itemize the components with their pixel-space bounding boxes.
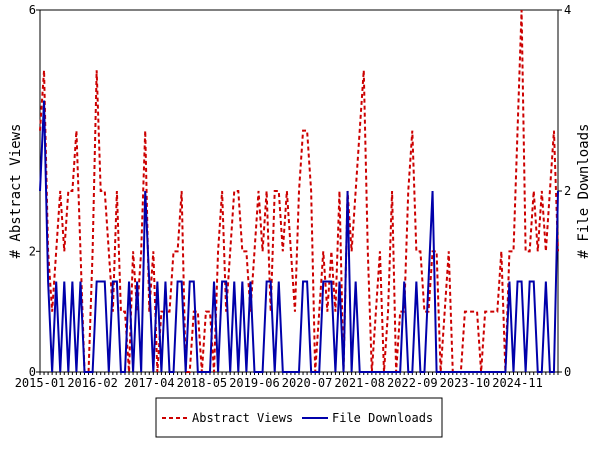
x-tick-label: 2021-08 bbox=[334, 376, 385, 390]
x-tick-label: 2023-10 bbox=[440, 376, 491, 390]
x-tick-label: 2016-02 bbox=[67, 376, 118, 390]
y-tick-label: 6 bbox=[29, 3, 36, 17]
y2-tick-label: 0 bbox=[564, 365, 571, 379]
legend-label: File Downloads bbox=[332, 411, 433, 425]
x-tick-label: 2020-07 bbox=[282, 376, 333, 390]
legend bbox=[155, 397, 443, 438]
y-axis-title: # Abstract Views bbox=[8, 124, 24, 259]
legend-label: Abstract Views bbox=[192, 411, 293, 425]
y-tick-label: 0 bbox=[29, 365, 36, 379]
x-tick-label: 2018-05 bbox=[177, 376, 228, 390]
y2-axis-title: # File Downloads bbox=[576, 124, 592, 259]
y-tick-label: 2 bbox=[29, 244, 36, 258]
y2-tick-label: 2 bbox=[564, 184, 571, 198]
x-tick-label: 2019-06 bbox=[229, 376, 280, 390]
x-tick-label: 2022-09 bbox=[387, 376, 438, 390]
x-tick-label: 2024-11 bbox=[492, 376, 543, 390]
series-line bbox=[39, 100, 559, 373]
y2-tick-label: 4 bbox=[564, 3, 571, 17]
x-tick-label: 2017-04 bbox=[124, 376, 175, 390]
x-tick-label: 2015-01 bbox=[15, 376, 66, 390]
